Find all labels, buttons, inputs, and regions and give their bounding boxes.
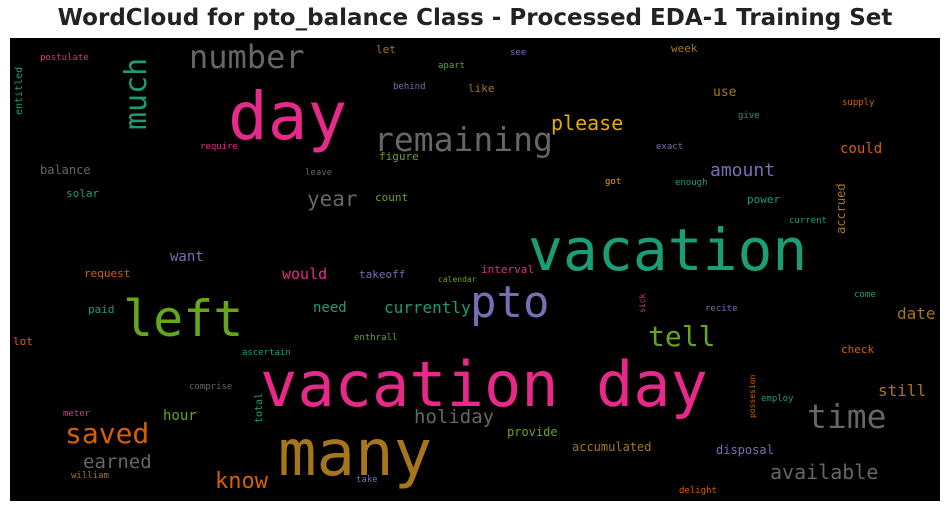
word-know: know <box>215 469 269 494</box>
word-behind: behind <box>393 82 426 92</box>
wordcloud-canvas: vacation day many vacation day left pto remain… <box>10 38 940 501</box>
word-paid: paid <box>88 303 115 316</box>
word-total: total <box>254 393 265 423</box>
word-day: day <box>228 78 347 155</box>
word-left: left <box>123 290 243 348</box>
word-vacation: vacation <box>528 216 807 284</box>
word-give: give <box>738 111 760 121</box>
word-let: let <box>376 43 396 56</box>
word-please: please <box>551 111 623 135</box>
word-vacation-day: vacation day <box>260 348 708 421</box>
word-much: much <box>119 58 154 130</box>
word-see: see <box>510 48 526 58</box>
word-takeoff: takeoff <box>359 268 405 281</box>
word-could: could <box>840 141 882 157</box>
word-hour: hour <box>163 408 197 424</box>
word-check: check <box>841 343 874 356</box>
word-use: use <box>713 85 737 100</box>
word-still: still <box>878 381 926 400</box>
word-number: number <box>189 38 305 76</box>
word-need: need <box>313 300 347 316</box>
word-enthrall: enthrall <box>354 333 397 343</box>
word-week: week <box>671 42 698 55</box>
word-require: require <box>200 142 238 152</box>
word-provide: provide <box>507 425 558 439</box>
word-current: current <box>789 216 827 226</box>
word-year: year <box>307 187 358 211</box>
word-tell: tell <box>648 320 715 353</box>
word-time: time <box>807 397 886 436</box>
word-saved: saved <box>65 417 149 450</box>
word-postulate: postulate <box>40 53 89 63</box>
word-comprise: comprise <box>189 382 232 392</box>
word-employ: employ <box>761 394 794 404</box>
word-leave: leave <box>305 168 332 178</box>
word-power: power <box>747 193 780 206</box>
word-accrued: accrued <box>834 183 848 234</box>
word-request: request <box>84 267 130 280</box>
word-interval: interval <box>481 263 534 276</box>
word-amount: amount <box>710 160 775 181</box>
word-exact: exact <box>656 142 683 152</box>
word-date: date <box>897 304 936 323</box>
word-come: come <box>854 290 876 300</box>
word-currently: currently <box>384 298 471 317</box>
word-calendar: calendar <box>438 275 477 284</box>
word-recite: recite <box>705 304 738 314</box>
word-take: take <box>356 475 378 485</box>
word-enough: enough <box>675 178 708 188</box>
word-possesion: possesion <box>748 374 757 418</box>
word-would: would <box>282 265 327 283</box>
word-pto: pto <box>470 277 549 328</box>
word-holiday: holiday <box>414 406 494 428</box>
word-available: available <box>770 460 878 484</box>
word-figure: figure <box>379 150 419 163</box>
word-supply: supply <box>842 98 875 108</box>
word-entitled: entitled <box>14 67 25 115</box>
word-solar: solar <box>66 187 99 200</box>
word-balance: balance <box>40 163 91 177</box>
word-sick: sick <box>638 294 647 313</box>
word-accumulated: accumulated <box>572 440 651 454</box>
word-many: many <box>278 417 432 491</box>
word-disposal: disposal <box>716 443 774 457</box>
word-apart: apart <box>438 61 465 71</box>
word-remaining: remaining <box>374 120 553 159</box>
word-want: want <box>170 249 204 265</box>
word-got: got <box>605 177 621 187</box>
word-like: like <box>468 82 495 95</box>
word-earned: earned <box>83 451 152 473</box>
word-william: william <box>71 471 109 481</box>
word-count: count <box>375 191 408 204</box>
word-delight: delight <box>679 486 717 496</box>
word-ascertain: ascertain <box>242 348 291 358</box>
word-lot: lot <box>13 335 33 348</box>
word-meter: meter <box>63 409 91 419</box>
chart-title: WordCloud for pto_balance Class - Proces… <box>57 5 893 31</box>
